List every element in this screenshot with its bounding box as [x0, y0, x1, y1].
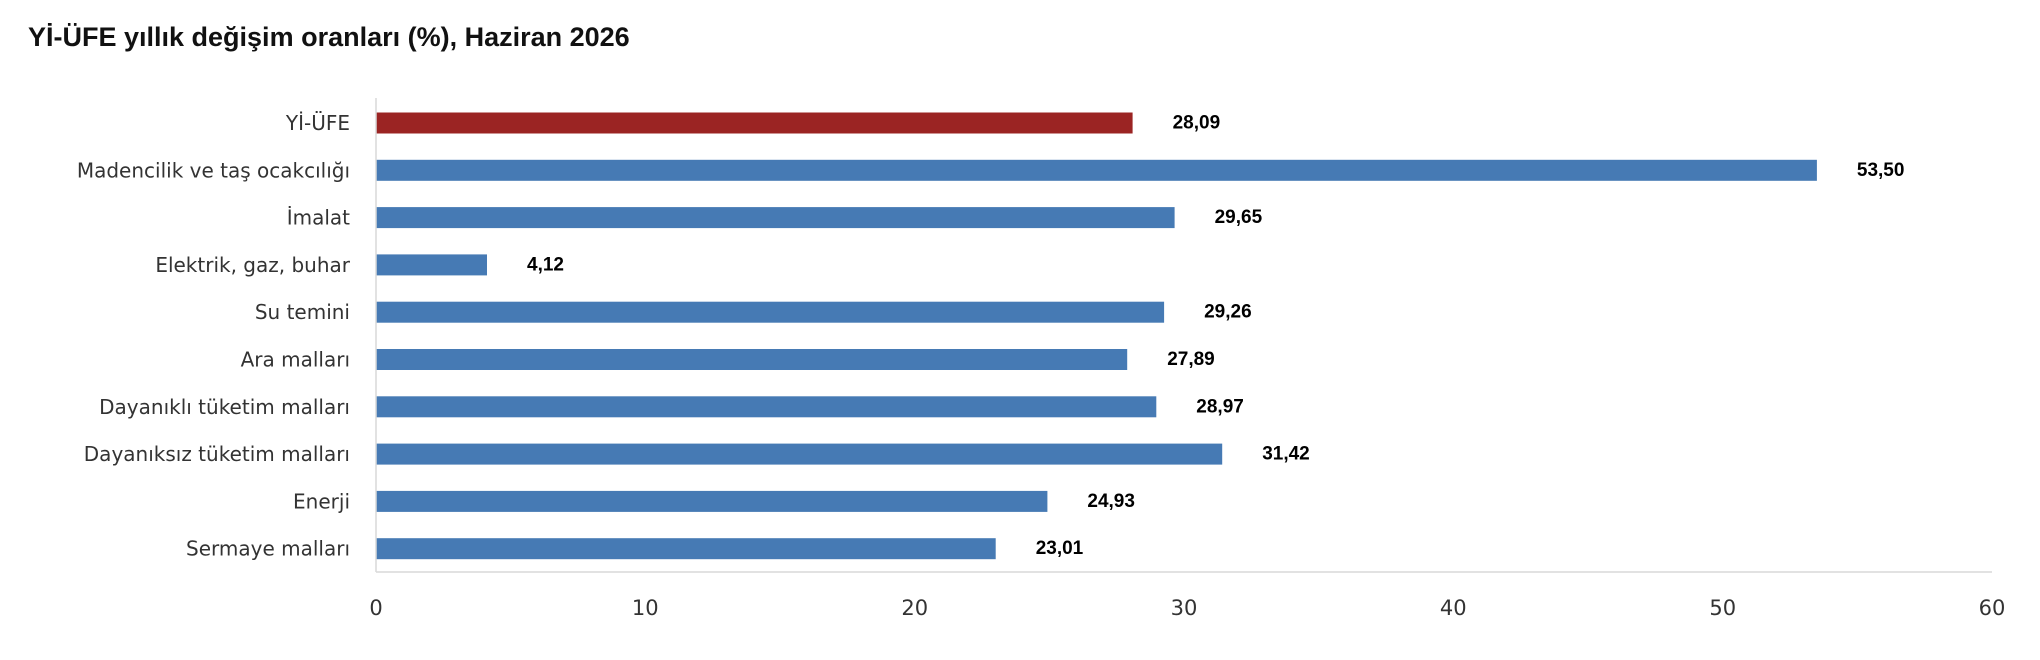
category-label-8: Enerji: [293, 489, 350, 513]
category-label-3: Elektrik, gaz, buhar: [155, 253, 350, 277]
value-label-3: 4,12: [527, 254, 564, 275]
labels-layer: Yİ-ÜFE 28,09 Madencilik ve taş ocakcılığı 5…: [77, 111, 1905, 561]
x-tick-label-1: 10: [632, 596, 659, 620]
bar-4: [376, 301, 1165, 323]
bar-1: [376, 159, 1817, 181]
category-label-4: Su temini: [255, 300, 350, 324]
category-label-7: Dayanıksız tüketim malları: [84, 442, 350, 466]
value-label-7: 31,42: [1262, 444, 1310, 465]
bar-9: [376, 538, 996, 560]
category-label-5: Ara malları: [241, 348, 350, 372]
value-label-8: 24,93: [1087, 491, 1135, 512]
bar-3: [376, 254, 487, 276]
category-label-6: Dayanıklı tüketim malları: [99, 395, 350, 419]
x-tick-label-3: 30: [1171, 596, 1198, 620]
chart-title: Yİ-ÜFE yıllık değişim oranları (%), Hazi…: [28, 22, 630, 52]
bars-layer: [376, 112, 1817, 560]
bar-7: [376, 443, 1223, 465]
category-label-0: Yİ-ÜFE: [285, 111, 350, 135]
value-label-9: 23,01: [1036, 538, 1084, 559]
x-tick-label-6: 60: [1979, 596, 2006, 620]
value-label-4: 29,26: [1204, 302, 1252, 323]
value-label-2: 29,65: [1215, 207, 1263, 228]
value-label-5: 27,89: [1167, 349, 1215, 370]
category-label-9: Sermaye malları: [186, 537, 350, 561]
axis-layer: 0 10 20 30 40 50 60: [369, 98, 2005, 620]
bar-6: [376, 396, 1157, 418]
x-tick-label-5: 50: [1709, 596, 1736, 620]
value-label-6: 28,97: [1196, 396, 1244, 417]
x-tick-label-4: 40: [1440, 596, 1467, 620]
bar-8: [376, 490, 1048, 512]
category-label-2: İmalat: [287, 206, 350, 230]
value-label-0: 28,09: [1173, 113, 1221, 134]
value-label-1: 53,50: [1857, 160, 1905, 181]
bar-0: [376, 112, 1133, 134]
category-label-1: Madencilik ve taş ocakcılığı: [77, 158, 350, 182]
bar-2: [376, 207, 1175, 229]
x-tick-label-2: 20: [901, 596, 928, 620]
x-tick-label-0: 0: [369, 596, 382, 620]
bar-5: [376, 349, 1128, 370]
